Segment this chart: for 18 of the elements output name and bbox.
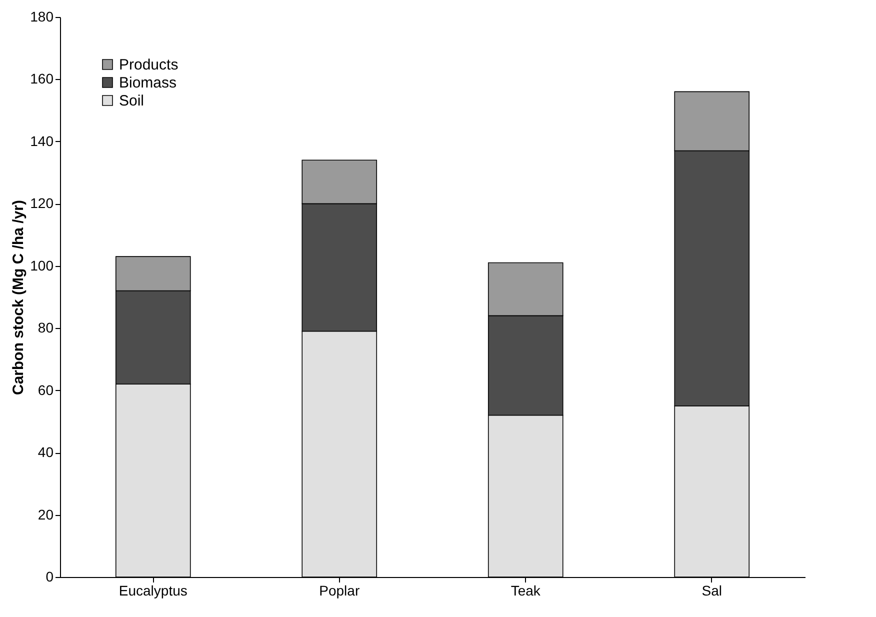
y-tick-label: 0 (46, 568, 54, 584)
y-tick-label: 160 (30, 70, 54, 87)
legend-label: Biomass (119, 74, 177, 92)
y-tick-label: 180 (30, 8, 54, 24)
y-tick-label: 100 (30, 257, 54, 274)
y-axis-title: Carbon stock (Mg C /ha /yr) (10, 200, 28, 396)
x-tick-label: Poplar (319, 582, 360, 598)
y-tick-label: 20 (38, 506, 54, 522)
y-tick-label: 60 (38, 382, 54, 398)
x-tick-label: Eucalyptus (118, 582, 188, 598)
y-tick-label: 120 (30, 195, 54, 212)
x-tick-label: Sal (702, 582, 722, 598)
legend-label: Soil (119, 92, 144, 110)
y-tick-label: 140 (30, 132, 54, 149)
legend-label: Products (119, 56, 178, 74)
y-tick-label: 80 (38, 320, 54, 336)
x-tick-label: Teak (510, 582, 542, 598)
y-tick-label: 40 (38, 444, 54, 460)
